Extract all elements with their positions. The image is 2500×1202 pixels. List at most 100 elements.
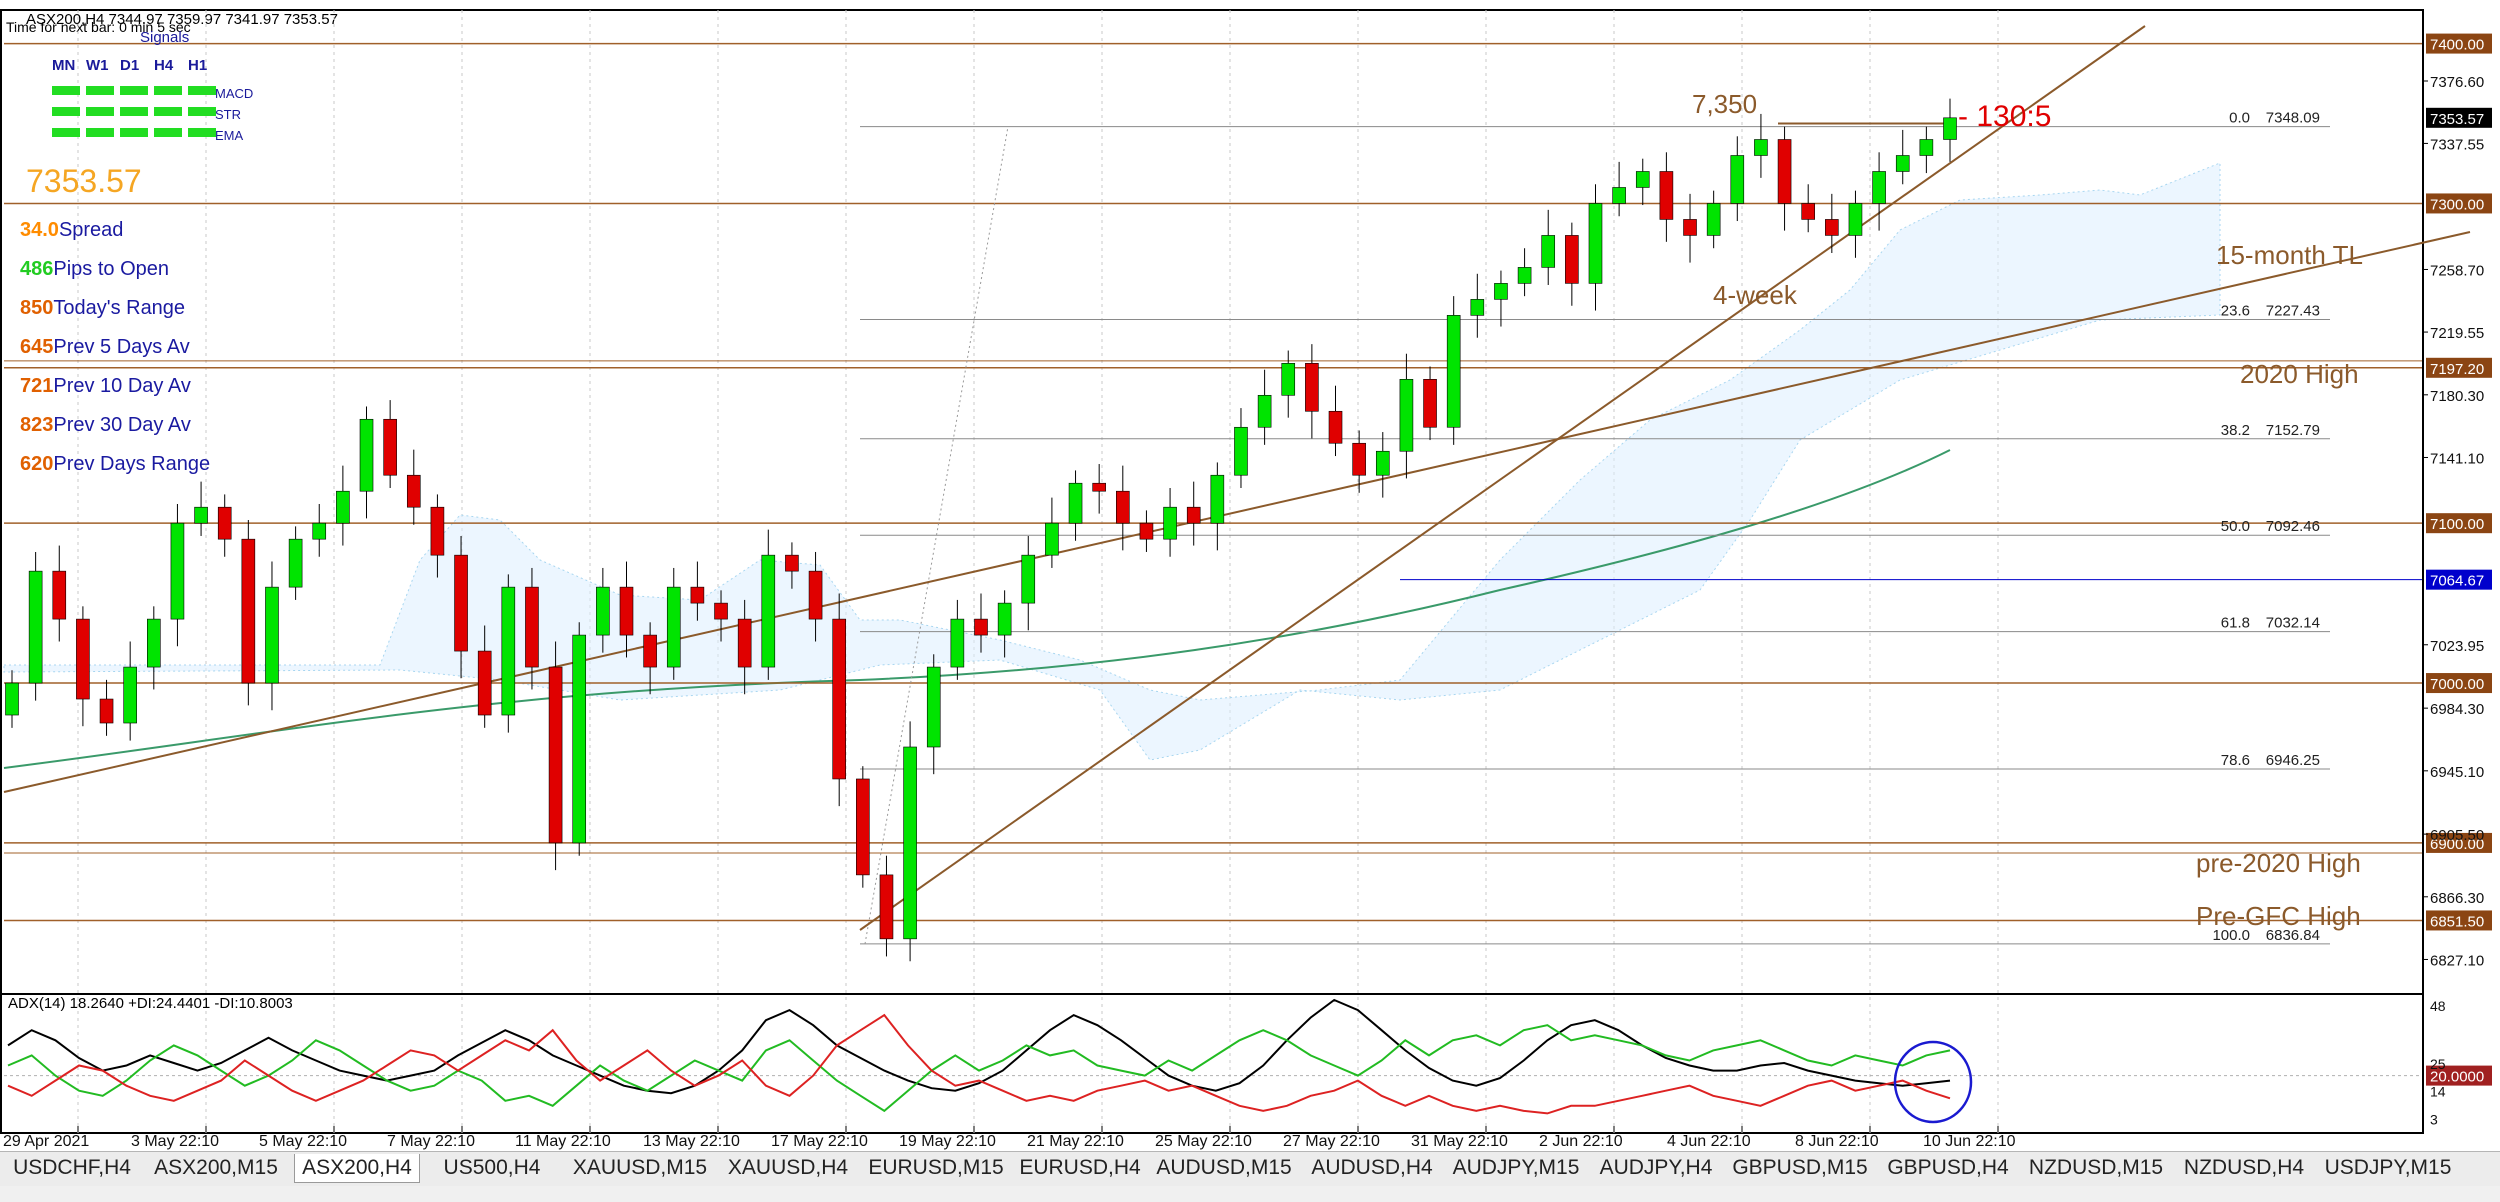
candle-up: [572, 634, 587, 844]
candle-up: [1612, 187, 1626, 204]
chart-tab[interactable]: AUDUSD,M15: [1156, 1156, 1292, 1179]
candle-up: [1281, 363, 1296, 396]
candle-down: [808, 570, 823, 620]
stat-row: 486Pips to Open: [20, 258, 169, 280]
highlight-circle: [1893, 1040, 1973, 1124]
adx-tick-label: 14: [2430, 1084, 2446, 1100]
candle-up: [1045, 522, 1059, 556]
chart-tab[interactable]: GBPUSD,H4: [1887, 1156, 2009, 1179]
signal-bar: [120, 128, 148, 137]
chart-tab[interactable]: ASX200,H4: [294, 1154, 420, 1183]
candle-up: [997, 602, 1012, 636]
price-label: 7400.00: [2430, 37, 2484, 54]
fib-ratio: 78.6: [2221, 752, 2250, 769]
chart-tab[interactable]: XAUUSD,M15: [572, 1156, 708, 1179]
chart-tab[interactable]: NZDUSD,H4: [2183, 1156, 2305, 1179]
candle-down: [643, 634, 657, 668]
candle-down: [1423, 379, 1437, 428]
chart-tab[interactable]: AUDUSD,H4: [1311, 1156, 1433, 1179]
stat-value: 620: [20, 453, 53, 475]
candle-down: [454, 554, 468, 652]
signal-bar: [154, 128, 182, 137]
fib-ratio: 38.2: [2221, 422, 2250, 439]
x-tick-label: 11 May 22:10: [515, 1133, 611, 1150]
candle-down: [856, 778, 870, 876]
candle-up: [666, 586, 681, 668]
candle-up: [312, 522, 327, 540]
candle-down: [525, 586, 539, 668]
x-tick-label: 25 May 22:10: [1155, 1133, 1252, 1150]
y-tick-label: 7376.60: [2430, 74, 2484, 91]
chart-tab[interactable]: GBPUSD,M15: [1732, 1156, 1868, 1179]
candle-up: [359, 418, 374, 492]
candle-down: [1092, 482, 1106, 492]
last-price-box: [2426, 107, 2492, 128]
candle-up: [123, 666, 137, 724]
chart-tab[interactable]: XAUUSD,H4: [727, 1156, 849, 1179]
signal-bar: [188, 128, 216, 137]
x-tick-label: 3 May 22:10: [131, 1133, 219, 1150]
chart-tab[interactable]: EURUSD,H4: [1019, 1156, 1141, 1179]
chart-tab[interactable]: USDJPY,M15: [2324, 1156, 2452, 1179]
candle-up: [903, 746, 917, 940]
adx-line: [7, 998, 1951, 1095]
candle-up: [170, 522, 185, 620]
x-tick-label: 21 May 22:10: [1027, 1133, 1124, 1150]
candle-up: [5, 682, 19, 716]
adx-tick-label: 48: [2430, 998, 2446, 1014]
signal-bar: [86, 128, 114, 137]
x-tick-label: 17 May 22:10: [771, 1133, 868, 1150]
fib-ratio: 23.6: [2221, 302, 2250, 319]
signal-bar: [154, 107, 182, 116]
stat-value: 823: [20, 414, 53, 436]
candle-up: [1919, 139, 1934, 156]
fib-price: 7227.43: [2266, 302, 2320, 319]
price-label-box: [2426, 193, 2492, 214]
fib-price: 7032.14: [2266, 615, 2320, 632]
signal-timeframe-label: H1: [188, 57, 207, 74]
current-price-display: 7353.57: [26, 163, 142, 199]
annotation-15-month: 15-month TL: [2216, 240, 2363, 270]
chart-tab[interactable]: USDCHF,H4: [13, 1156, 131, 1179]
candle-up: [1635, 171, 1650, 188]
chart-tab[interactable]: US500,H4: [443, 1156, 541, 1179]
x-tick-label: 5 May 22:10: [259, 1133, 347, 1150]
x-tick-label: 27 May 22:10: [1283, 1133, 1380, 1150]
price-label: 7100.00: [2430, 516, 2484, 533]
candle-down: [1683, 219, 1697, 236]
stat-label: Prev Days Range: [53, 453, 210, 475]
adx-tick-label: 3: [2430, 1111, 2438, 1127]
annotation-pre-2020-high: pre-2020 High: [2196, 848, 2361, 878]
chart-tab[interactable]: AUDJPY,H4: [1599, 1156, 1713, 1179]
candle-up: [1494, 283, 1508, 300]
chart-tab[interactable]: NZDUSD,M15: [2028, 1156, 2164, 1179]
stat-row: 823Prev 30 Day Av: [20, 414, 191, 436]
candle-up: [288, 538, 303, 588]
chart-canvas[interactable]: ASX200,H4 7344.97 7359.97 7341.97 7353.5…: [0, 0, 2500, 1150]
chart-tab[interactable]: ASX200,M15: [154, 1156, 278, 1179]
candle-down: [1777, 139, 1792, 204]
price-label-box: [2426, 33, 2492, 54]
adx-title: ADX(14) 18.2640 +DI:24.4401 -DI:10.8003: [8, 995, 293, 1012]
price-label: 7064.67: [2430, 573, 2484, 590]
candle-down: [690, 586, 705, 604]
stat-row: 620Prev Days Range: [20, 453, 210, 475]
y-tick-label: 7180.30: [2430, 388, 2484, 405]
chart-tab[interactable]: EURUSD,M15: [868, 1156, 1004, 1179]
x-tick-label: 4 Jun 22:10: [1667, 1133, 1751, 1150]
x-tick-label: 13 May 22:10: [643, 1133, 740, 1150]
price-label-box: [2426, 910, 2492, 931]
stat-row: 645Prev 5 Days Av: [20, 336, 190, 358]
y-tick-label: 7141.10: [2430, 450, 2484, 467]
signal-row-label: MACD: [215, 86, 253, 101]
signal-bar: [154, 86, 182, 95]
candle-up: [1163, 506, 1177, 540]
chart-tab[interactable]: AUDJPY,M15: [1452, 1156, 1580, 1179]
signal-row-label: EMA: [215, 128, 244, 143]
signal-bar: [188, 86, 216, 95]
price-label-box: [2426, 569, 2492, 590]
plot-frame: [0, 9, 2424, 1134]
y-tick-label: 6905.50: [2430, 827, 2484, 844]
candle-up: [1517, 267, 1532, 284]
